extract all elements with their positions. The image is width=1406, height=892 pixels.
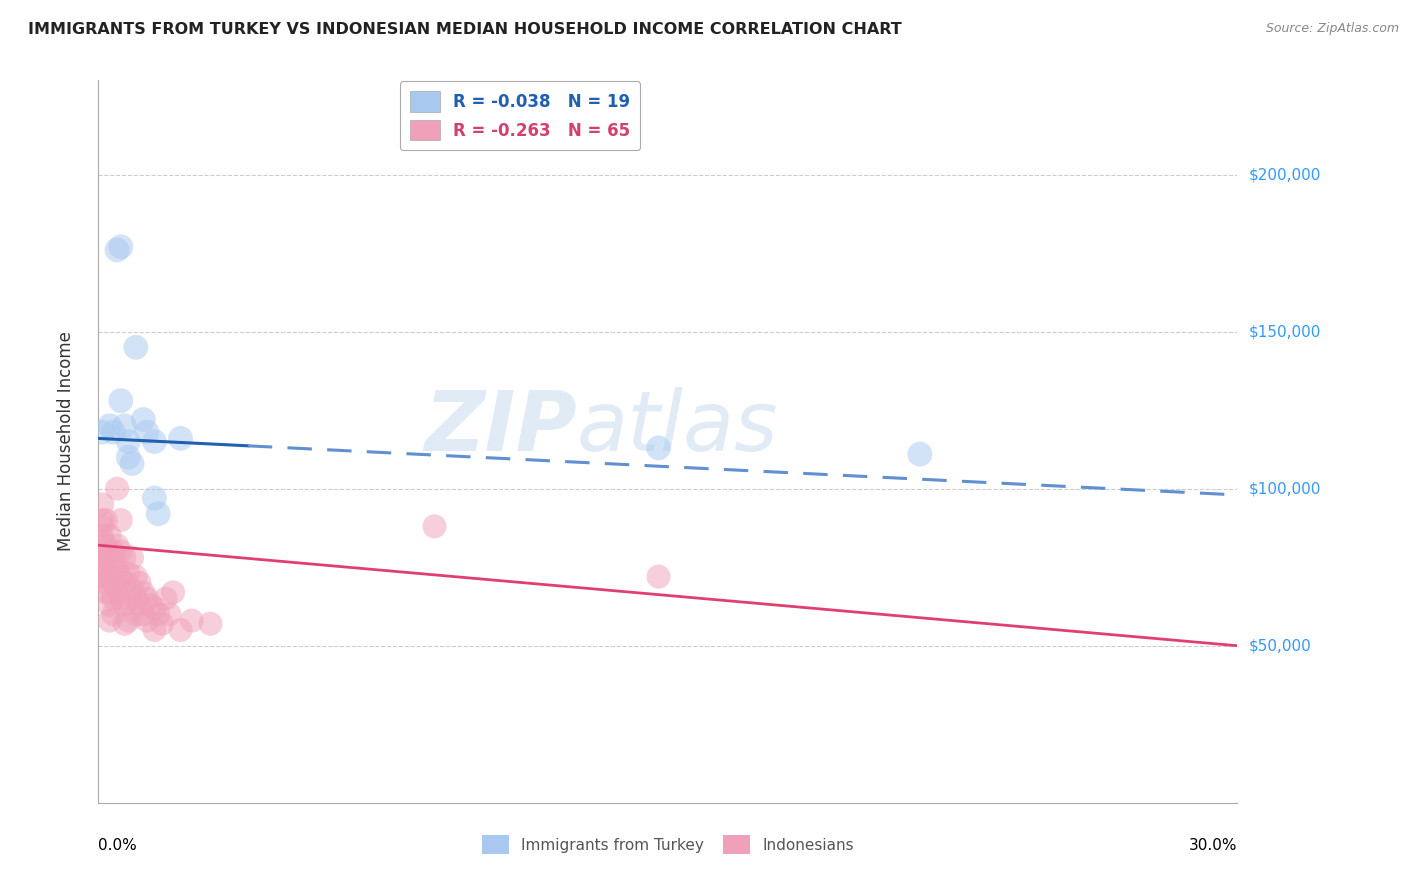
- Point: [114, 575, 136, 590]
- Point: [103, 544, 125, 558]
- Legend: Immigrants from Turkey, Indonesians: Immigrants from Turkey, Indonesians: [475, 830, 860, 860]
- Point: [180, 614, 202, 628]
- Text: Source: ZipAtlas.com: Source: ZipAtlas.com: [1265, 22, 1399, 36]
- Point: [103, 425, 125, 439]
- Point: [146, 607, 169, 622]
- Point: [162, 585, 184, 599]
- Point: [125, 340, 148, 354]
- Point: [94, 550, 117, 565]
- Point: [132, 585, 155, 599]
- Point: [169, 431, 191, 445]
- Y-axis label: Median Household Income: Median Household Income: [56, 332, 75, 551]
- Point: [91, 425, 114, 439]
- Point: [105, 538, 128, 552]
- Point: [114, 598, 136, 612]
- Point: [423, 519, 446, 533]
- Point: [94, 538, 117, 552]
- Point: [105, 243, 128, 257]
- Point: [98, 614, 121, 628]
- Point: [91, 519, 114, 533]
- Point: [200, 616, 222, 631]
- Text: IMMIGRANTS FROM TURKEY VS INDONESIAN MEDIAN HOUSEHOLD INCOME CORRELATION CHART: IMMIGRANTS FROM TURKEY VS INDONESIAN MED…: [28, 22, 901, 37]
- Point: [91, 529, 114, 543]
- Point: [91, 569, 114, 583]
- Text: $200,000: $200,000: [1249, 167, 1320, 182]
- Point: [110, 544, 132, 558]
- Point: [125, 607, 148, 622]
- Point: [908, 447, 931, 461]
- Point: [103, 607, 125, 622]
- Point: [146, 507, 169, 521]
- Point: [94, 585, 117, 599]
- Point: [157, 607, 180, 622]
- Point: [110, 513, 132, 527]
- Point: [117, 566, 139, 581]
- Text: $50,000: $50,000: [1249, 639, 1312, 653]
- Point: [110, 240, 132, 254]
- Point: [91, 560, 114, 574]
- Point: [91, 497, 114, 511]
- Point: [91, 544, 114, 558]
- Point: [110, 393, 132, 408]
- Point: [150, 616, 173, 631]
- Text: 0.0%: 0.0%: [98, 838, 138, 853]
- Point: [98, 598, 121, 612]
- Point: [94, 575, 117, 590]
- Text: atlas: atlas: [576, 386, 779, 467]
- Point: [98, 585, 121, 599]
- Point: [143, 491, 166, 505]
- Point: [110, 569, 132, 583]
- Point: [647, 569, 669, 583]
- Text: ZIP: ZIP: [425, 386, 576, 467]
- Point: [155, 591, 177, 606]
- Point: [136, 591, 159, 606]
- Point: [114, 616, 136, 631]
- Point: [117, 450, 139, 465]
- Point: [143, 601, 166, 615]
- Point: [121, 550, 143, 565]
- Point: [105, 560, 128, 574]
- Point: [143, 623, 166, 637]
- Point: [143, 434, 166, 449]
- Point: [117, 434, 139, 449]
- Point: [98, 418, 121, 433]
- Point: [103, 560, 125, 574]
- Point: [121, 582, 143, 597]
- Point: [169, 623, 191, 637]
- Point: [117, 591, 139, 606]
- Point: [128, 575, 150, 590]
- Point: [98, 550, 121, 565]
- Text: $100,000: $100,000: [1249, 481, 1320, 496]
- Point: [110, 591, 132, 606]
- Point: [125, 591, 148, 606]
- Point: [103, 591, 125, 606]
- Point: [647, 441, 669, 455]
- Point: [136, 614, 159, 628]
- Point: [139, 598, 162, 612]
- Point: [132, 607, 155, 622]
- Point: [98, 529, 121, 543]
- Point: [114, 550, 136, 565]
- Text: $150,000: $150,000: [1249, 324, 1320, 339]
- Point: [105, 482, 128, 496]
- Point: [91, 535, 114, 549]
- Point: [91, 513, 114, 527]
- Point: [105, 582, 128, 597]
- Text: 30.0%: 30.0%: [1189, 838, 1237, 853]
- Point: [114, 418, 136, 433]
- Point: [128, 598, 150, 612]
- Point: [136, 425, 159, 439]
- Point: [98, 569, 121, 583]
- Point: [121, 457, 143, 471]
- Point: [91, 550, 114, 565]
- Point: [125, 569, 148, 583]
- Point: [94, 513, 117, 527]
- Point: [117, 614, 139, 628]
- Point: [94, 566, 117, 581]
- Point: [132, 412, 155, 426]
- Point: [103, 575, 125, 590]
